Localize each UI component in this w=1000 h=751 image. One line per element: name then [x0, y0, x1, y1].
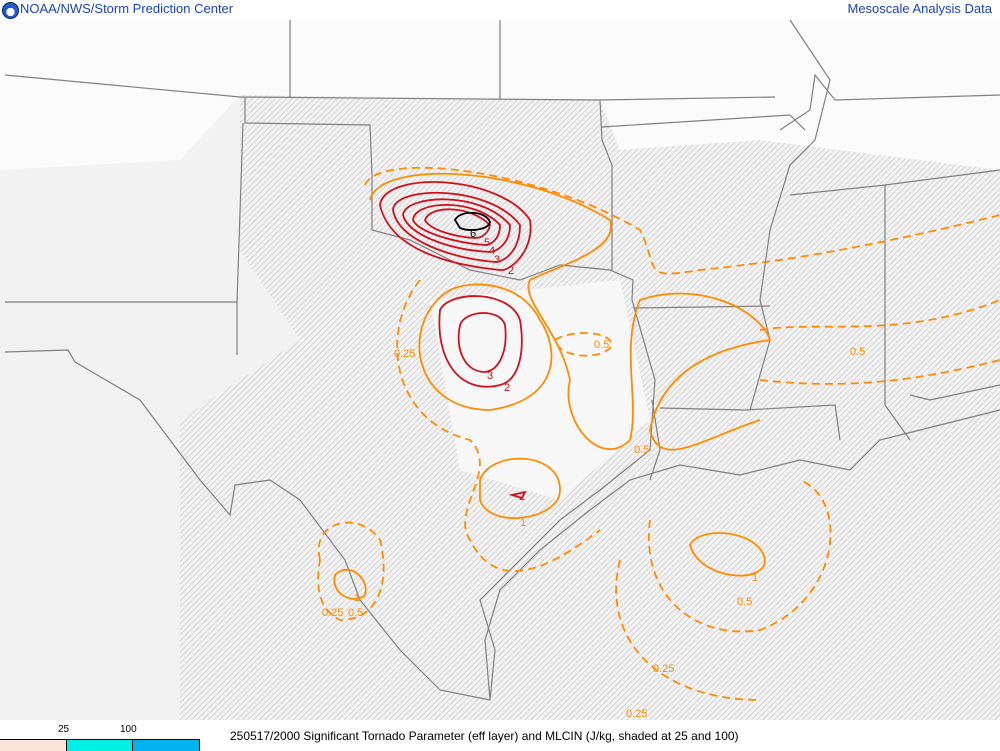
noaa-logo-icon: [2, 2, 19, 19]
legend-tick: 100: [120, 724, 137, 735]
contour-label: 3: [494, 254, 500, 266]
contour-label: 0.25: [394, 348, 415, 360]
coastline: [484, 409, 1000, 701]
legend-colorbar: [0, 739, 201, 751]
cin-shading: [0, 20, 1000, 720]
stp-contours-low: [317, 166, 1000, 701]
contour-label: 0.5: [850, 346, 865, 358]
contour-label: 0.5: [634, 444, 649, 456]
contour-label: 2: [519, 491, 525, 503]
header-left-title: NOAA/NWS/Storm Prediction Center: [20, 1, 234, 16]
legend-swatch: [133, 740, 201, 751]
contour-label: 6: [470, 228, 476, 240]
contour-label: 0.5: [737, 596, 752, 608]
contour-label: 1: [752, 572, 758, 584]
legend-swatch: [66, 740, 134, 751]
contour-label: 1: [354, 592, 360, 604]
map-caption: 250517/2000 Significant Tornado Paramete…: [230, 729, 739, 743]
contour-labels: 6 5 4 3 2 3 2 0.5 0.25 0.5 2 1 0.5 1 0.2…: [322, 228, 865, 720]
contour-label: 2: [508, 265, 514, 277]
state-borders: [4, 19, 1000, 701]
contour-label: 0.5: [348, 607, 363, 619]
contour-label: 0.5: [594, 339, 609, 351]
legend-tick: 25: [58, 724, 70, 735]
contour-label: 0.25: [653, 663, 674, 675]
contour-label: 3: [487, 370, 493, 382]
map-canvas: 6 5 4 3 2 3 2 0.5 0.25 0.5 2 1 0.5 1 0.2…: [0, 19, 1000, 720]
contour-label: 2: [504, 382, 510, 394]
stp-contours-high: [379, 181, 532, 500]
contour-label: 5: [484, 237, 490, 249]
legend-swatch: [0, 740, 67, 751]
contour-label: 0.25: [322, 607, 343, 619]
contour-label: 0.25: [626, 708, 647, 720]
contour-label: 4: [489, 245, 495, 257]
contour-label: 1: [520, 517, 526, 529]
header-right-title: Mesoscale Analysis Data: [847, 1, 992, 16]
